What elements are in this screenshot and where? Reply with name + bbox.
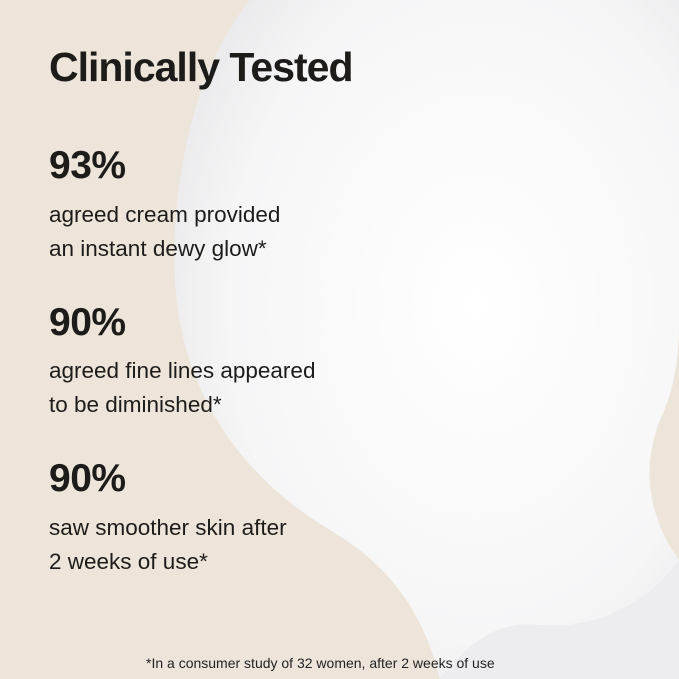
stat-description-line: agreed fine lines appeared (49, 358, 316, 383)
stat-value: 93% (49, 144, 126, 187)
stat-description: agreed cream provided an instant dewy gl… (49, 198, 280, 266)
stat-description: saw smoother skin after 2 weeks of use* (49, 511, 287, 579)
stat-description-line: an instant dewy glow* (49, 236, 267, 261)
stat-description: agreed fine lines appeared to be diminis… (49, 354, 315, 422)
stat-value: 90% (49, 301, 126, 344)
stat-description-line: saw smoother skin after (49, 515, 287, 540)
page-title: Clinically Tested (49, 44, 354, 90)
stat-description-line: agreed cream provided (49, 202, 281, 227)
stat-value: 90% (49, 457, 126, 500)
footnote: *In a consumer study of 32 women, after … (146, 655, 495, 671)
stat-description-line: 2 weeks of use* (49, 549, 208, 574)
stat-description-line: to be diminished* (49, 392, 222, 417)
